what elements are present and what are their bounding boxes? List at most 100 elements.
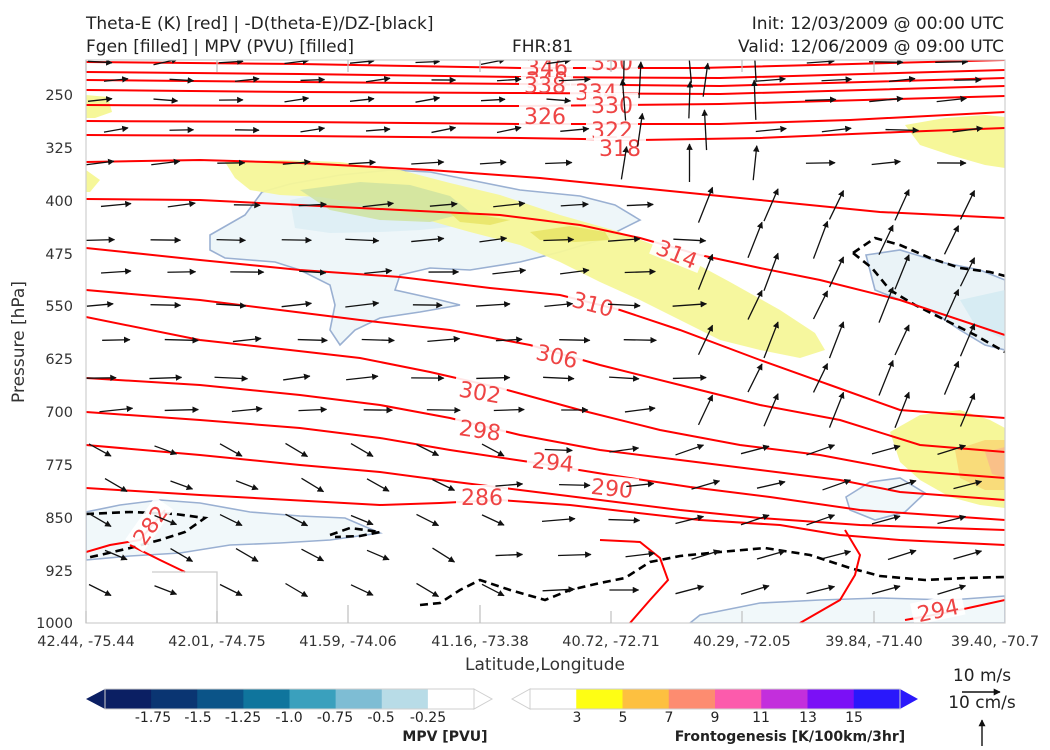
wind-vector	[100, 268, 132, 275]
theta-e-label-338: 338	[524, 74, 566, 99]
wind-vector	[624, 405, 656, 413]
wind-vector	[285, 513, 309, 527]
wind-vector	[492, 267, 527, 275]
wind-vector	[364, 267, 393, 275]
theta-e-label-326: 326	[524, 105, 566, 130]
wind-vector	[559, 481, 591, 489]
wind-vector	[493, 200, 526, 208]
wind-vector	[103, 125, 129, 133]
wind-vector	[675, 443, 705, 456]
wind-vector	[544, 300, 574, 308]
theta-e-label-286: 286	[461, 486, 503, 511]
wind-vector	[411, 159, 445, 166]
wind-vector	[299, 269, 327, 276]
wind-vector	[672, 300, 708, 308]
wind-vector	[219, 583, 243, 597]
mpvbar-swatch	[381, 689, 429, 709]
wind-vector	[763, 252, 779, 291]
mpv-tick: -1.75	[135, 710, 171, 726]
wind-vector	[943, 225, 960, 255]
wind-vector	[953, 549, 983, 560]
wind-vector	[475, 301, 511, 308]
wind-vector	[496, 76, 522, 83]
theta-e-label-350: 350	[591, 51, 633, 76]
wind-key-vertical-label: 10 cm/s	[948, 693, 1016, 713]
wind-vector	[214, 375, 249, 382]
wind-vector	[218, 60, 244, 65]
mpvbar-swatch	[335, 689, 383, 709]
wind-vector	[609, 445, 640, 453]
y-tick: 850	[45, 511, 73, 527]
terrain-outline	[152, 571, 218, 623]
theta-e-labels: 346 348 350 338 334 330 326 322 318 314 …	[125, 51, 966, 623]
wind-vector	[348, 159, 376, 166]
fgen-tick: 13	[799, 710, 817, 726]
wind-vector	[297, 337, 328, 344]
wind-vector	[481, 583, 505, 597]
wind-vector	[350, 443, 374, 457]
wind-vector	[298, 201, 327, 208]
wind-vector	[894, 324, 910, 356]
mpv-colorbar-extend-low	[86, 689, 105, 709]
wind-vector	[697, 394, 714, 426]
wind-vector	[952, 125, 984, 133]
wind-vector	[350, 514, 374, 526]
x-tick-marks	[85, 60, 875, 623]
wind-vector	[935, 60, 969, 66]
wind-vector	[894, 189, 910, 221]
wind-vector	[828, 189, 845, 220]
wind-vector	[416, 513, 440, 527]
wind-vector	[740, 514, 770, 526]
fgen-tick: 3	[573, 710, 582, 726]
wind-vector	[688, 60, 693, 83]
wind-vector	[103, 76, 129, 83]
wind-vector	[429, 201, 458, 208]
wind-vector	[756, 549, 786, 560]
fgen-colorbar-extend-low	[510, 688, 531, 710]
wind-vector	[878, 359, 894, 396]
x-tick: 41.16, -73.38	[431, 634, 528, 650]
wind-vector	[805, 96, 837, 103]
wind-vector	[894, 391, 910, 428]
wind-vector	[170, 547, 194, 563]
wind-vector	[234, 76, 260, 83]
wind-vector	[937, 514, 967, 525]
wind-vector	[415, 95, 441, 103]
y-tick: 700	[45, 405, 73, 421]
wind-vector	[349, 60, 375, 65]
wind-vector	[479, 235, 508, 243]
wind-vector	[495, 551, 524, 558]
wind-vector	[637, 61, 644, 99]
wind-vector	[345, 300, 380, 308]
wind-vector	[164, 337, 199, 344]
wind-vector	[154, 585, 178, 596]
wind-vector	[149, 374, 183, 381]
wind-vector	[672, 374, 707, 381]
y-tick: 775	[45, 458, 73, 474]
fgenbar-swatch	[576, 689, 623, 709]
wind-vector	[878, 224, 894, 256]
wind-vector	[560, 125, 590, 133]
wind-vector	[740, 584, 770, 595]
wind-vector	[235, 548, 259, 562]
mpv-colorbar-extend-high	[473, 688, 494, 710]
wind-vector	[937, 584, 967, 595]
fgen-colorbar-extend-high	[900, 689, 918, 709]
wind-vector	[822, 549, 852, 560]
wind-vector	[154, 514, 178, 526]
wind-vector	[431, 125, 457, 134]
wind-vector	[756, 76, 786, 83]
x-axis-label: Latitude,Longitude	[465, 655, 625, 675]
wind-vector	[609, 375, 640, 382]
wind-vector	[871, 514, 901, 525]
wind-vector	[86, 158, 115, 166]
wind-vector	[806, 60, 835, 65]
wind-vector	[560, 201, 589, 208]
forecast-hour: FHR:81	[512, 37, 574, 57]
wind-vector	[747, 363, 763, 393]
wind-vector	[697, 253, 714, 290]
wind-vector	[88, 583, 112, 597]
wind-vector	[281, 236, 312, 244]
wind-vector	[235, 480, 259, 491]
wind-vector	[751, 79, 758, 120]
